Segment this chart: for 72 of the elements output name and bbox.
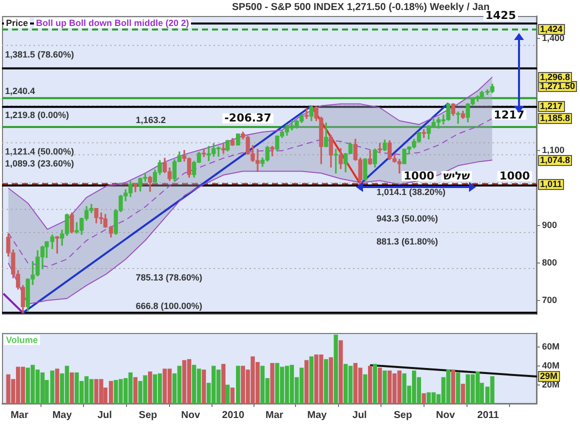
ref-line-label: 1,014.1 (38.20%): [376, 186, 446, 197]
x-tick-label: Jul: [97, 410, 112, 421]
y-tick-label: 40M: [542, 360, 560, 371]
ref-line-label: 943.3 (50.00%): [376, 213, 438, 224]
annotation: 1217: [494, 108, 524, 122]
annotation: 1,424: [538, 24, 565, 35]
bar: [422, 393, 426, 404]
ref-line-label: 1,089.3 (23.60%): [5, 158, 74, 169]
x-tick-label: Mar: [10, 410, 28, 421]
bar: [236, 366, 240, 404]
ref-line-label: 1,219.8 (0.00%): [5, 110, 70, 120]
bar: [328, 357, 334, 404]
y-tick-label: 60M: [542, 342, 560, 352]
x-tick-label: Jul: [352, 410, 368, 421]
bar: [460, 384, 466, 404]
x-tick-label: Sep: [394, 410, 412, 421]
ref-line-label: 785.13 (78.60%): [136, 272, 202, 283]
x-tick-label: Sep: [138, 410, 158, 421]
annotation: שליש: [443, 169, 471, 182]
bar: [456, 372, 460, 404]
bar: [451, 370, 456, 404]
bar: [309, 356, 314, 404]
bar: [270, 362, 274, 404]
y-axis-title: Volume: [4, 335, 40, 345]
annotation: -206.37: [224, 112, 272, 125]
x-tick-label: Mar: [265, 410, 284, 421]
annotation: 1,011: [538, 178, 564, 190]
y-tick-label: 1,400: [542, 32, 565, 43]
text: 1,271.50: [540, 81, 576, 92]
y-tick-label: 800: [542, 257, 558, 268]
bar: [70, 372, 74, 404]
ref-line-label: 881.3 (61.80%): [376, 236, 438, 247]
ref-line-label: 1,163.2: [136, 115, 166, 126]
x-tick-label: 2010: [222, 410, 245, 421]
bar: [324, 359, 328, 404]
bar: [133, 377, 138, 404]
annotation: 1000: [404, 169, 435, 182]
bar: [226, 384, 230, 404]
ref-line-label: 1,121.4 (50.00%): [5, 146, 74, 157]
y-tick-label: 900: [542, 220, 558, 230]
chart-subtitle: Boll up Boll down Boll middle (20 2): [34, 18, 191, 28]
bar: [55, 368, 60, 404]
annotation: 1425: [485, 8, 516, 22]
bar: [148, 371, 152, 404]
ref-line-label: 1,381.5 (78.60%): [5, 49, 74, 60]
bar: [202, 370, 206, 404]
bar: [372, 364, 378, 404]
bar: [363, 374, 368, 404]
x-tick-label: Nov: [181, 410, 200, 421]
annotation: 1,296.8: [538, 72, 572, 83]
bar: [378, 368, 382, 404]
y-tick-label: 700: [542, 294, 558, 305]
bar: [334, 334, 338, 404]
annotation: 1000: [499, 169, 530, 182]
y-axis-title: Price: [4, 18, 30, 28]
bar: [382, 370, 387, 404]
x-tick-label: Nov: [436, 410, 456, 421]
annotation: 1,185.8: [538, 113, 572, 124]
annotation: 1,074.8: [538, 154, 572, 166]
bar: [338, 340, 343, 404]
annotation: 29M: [538, 371, 560, 382]
ref-line-label: 666.8 (100.00%): [136, 300, 202, 311]
y-tick-label: 1,100: [542, 145, 565, 156]
x-tick-label: May: [307, 410, 328, 421]
bar: [221, 364, 226, 404]
ref-line-label: 1,240.4: [5, 86, 36, 96]
bar: [304, 360, 309, 404]
bar: [368, 366, 372, 404]
bar: [230, 388, 235, 404]
x-tick-label: May: [52, 410, 72, 421]
x-tick-label: 2011: [477, 410, 500, 421]
annotation: 1,217: [538, 101, 565, 112]
